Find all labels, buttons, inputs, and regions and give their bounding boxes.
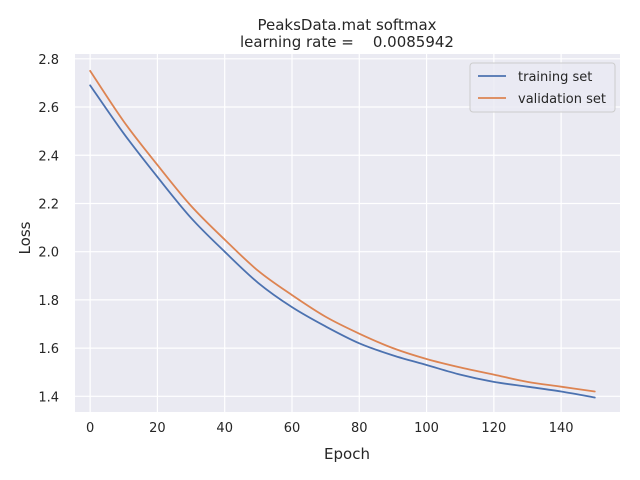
- y-tick-labels: 1.4 1.6 1.8 2.0 2.2 2.4 2.6 2.8: [38, 53, 59, 406]
- y-tick-label: 2.8: [38, 53, 59, 68]
- x-tick-label: 120: [481, 421, 506, 436]
- plot-area: [75, 54, 620, 412]
- grid-lines: [75, 54, 620, 412]
- x-tick-labels: 0 20 40 60 80 100 120 140: [86, 421, 574, 436]
- chart-subtitle: learning rate = 0.0085942: [240, 33, 454, 51]
- x-tick-label: 100: [414, 421, 439, 436]
- y-axis-label: Loss: [16, 221, 34, 254]
- x-tick-label: 0: [86, 421, 94, 436]
- x-tick-label: 60: [284, 421, 301, 436]
- series-layer: [89, 69, 596, 399]
- y-tick-label: 1.8: [38, 294, 59, 309]
- x-tick-label: 20: [149, 421, 166, 436]
- x-tick-label: 40: [216, 421, 233, 436]
- y-tick-label: 1.4: [38, 390, 59, 405]
- legend-box: [469, 62, 616, 113]
- y-tick-label: 2.2: [38, 197, 59, 212]
- series-line-training-set: [89, 84, 596, 399]
- x-tick-label: 140: [549, 421, 574, 436]
- series-line-validation-set: [89, 69, 596, 393]
- chart-title: PeaksData.mat softmax: [257, 16, 436, 34]
- legend-label-validation-set: validation set: [518, 92, 606, 107]
- y-tick-label: 2.4: [38, 149, 59, 164]
- legend-label-training-set: training set: [518, 70, 592, 85]
- legend: training set validation set: [469, 62, 616, 113]
- x-tick-label: 80: [351, 421, 368, 436]
- y-tick-label: 2.6: [38, 101, 59, 116]
- y-tick-label: 2.0: [38, 246, 59, 261]
- x-axis-label: Epoch: [324, 445, 370, 463]
- y-tick-label: 1.6: [38, 342, 59, 357]
